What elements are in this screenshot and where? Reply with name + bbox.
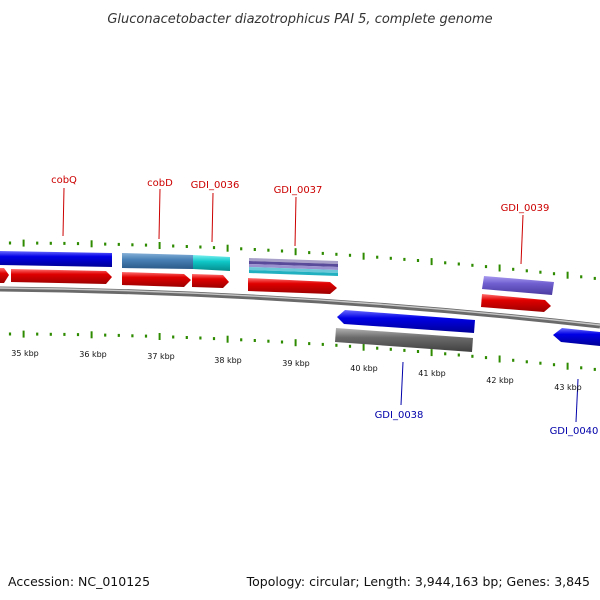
inner-tick-marks bbox=[8, 330, 596, 371]
scale-label: 42 kbp bbox=[486, 376, 514, 385]
scale-label: 37 kbp bbox=[147, 352, 175, 361]
scale-label: 39 kbp bbox=[282, 359, 310, 368]
GDI_0036-feature-red[interactable] bbox=[192, 274, 229, 288]
accession-text: Accession: NC_010125 bbox=[8, 574, 150, 589]
genome-summary-text: Topology: circular; Length: 3,944,163 bp… bbox=[246, 574, 590, 589]
GDI_0037-feature-striped[interactable] bbox=[249, 258, 338, 276]
scale-label: 40 kbp bbox=[350, 364, 378, 373]
left-edge-feature-red[interactable] bbox=[0, 268, 9, 283]
scale-label: 35 kbp bbox=[11, 349, 39, 358]
GDI_0038-feature-blue[interactable] bbox=[337, 310, 475, 333]
scale-labels: 35 kbp 36 kbp 37 kbp 38 kbp 39 kbp 40 kb… bbox=[11, 349, 582, 392]
GDI_0039-feature-purple[interactable] bbox=[482, 276, 554, 295]
cobQ-feature-blue[interactable] bbox=[0, 251, 112, 267]
gene-label-cobD[interactable]: cobD bbox=[147, 178, 173, 189]
cobQ-feature-red[interactable] bbox=[11, 269, 112, 284]
gene-label-GDI_0037[interactable]: GDI_0037 bbox=[274, 185, 323, 196]
GDI_0036-feature-cyan[interactable] bbox=[193, 255, 230, 271]
cobD-feature-steel[interactable] bbox=[122, 253, 193, 269]
GDI_0040-feature-blue[interactable] bbox=[553, 328, 600, 346]
scale-label: 38 kbp bbox=[214, 356, 242, 365]
cobD-feature-red[interactable] bbox=[122, 272, 191, 287]
map-title: Gluconacetobacter diazotrophicus PAI 5, … bbox=[107, 12, 492, 27]
gene-label-GDI_0036[interactable]: GDI_0036 bbox=[191, 180, 240, 191]
GDI_0038-feature-gray[interactable] bbox=[335, 328, 473, 352]
gene-label-GDI_0039[interactable]: GDI_0039 bbox=[501, 203, 550, 214]
genome-backbone bbox=[0, 286, 600, 329]
GDI_0037-feature-red[interactable] bbox=[248, 278, 337, 294]
gene-label-cobQ[interactable]: cobQ bbox=[51, 175, 77, 186]
gene-label-GDI_0038[interactable]: GDI_0038 bbox=[375, 410, 424, 421]
gene-leader-lines bbox=[62, 187, 579, 423]
GDI_0039-feature-red[interactable] bbox=[481, 294, 551, 312]
scale-label: 43 kbp bbox=[554, 383, 582, 392]
scale-label: 41 kbp bbox=[418, 369, 446, 378]
scale-label: 36 kbp bbox=[79, 350, 107, 359]
genome-backbone-highlight bbox=[0, 287, 600, 326]
outer-tick-marks bbox=[8, 239, 596, 280]
gene-label-GDI_0040[interactable]: GDI_0040 bbox=[550, 426, 599, 437]
